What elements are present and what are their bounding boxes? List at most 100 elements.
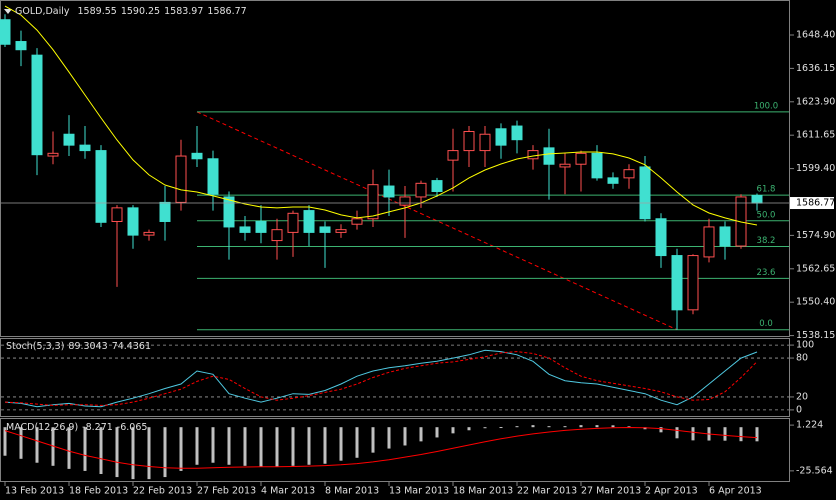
candle-body	[719, 226, 731, 247]
candle-body	[0, 19, 11, 45]
candle-body	[15, 41, 27, 51]
candle-body	[527, 150, 539, 160]
candle-body	[671, 255, 683, 311]
fibo-label: 23.6	[757, 268, 776, 278]
candle-body	[383, 185, 395, 198]
macd-bar	[579, 425, 583, 428]
current-price-label: 1586.77	[796, 198, 835, 209]
fibo-label: 50.0	[757, 210, 776, 220]
macd-bar	[531, 425, 535, 428]
macd-bar	[259, 427, 263, 467]
macd-bar	[675, 427, 679, 439]
fibo-label: 100.0	[754, 101, 778, 111]
candle-body	[479, 133, 491, 152]
macd-title: MACD(12,26,9) -8.271 -6.065	[6, 422, 147, 433]
y-tick-label: 1599.40	[796, 163, 835, 174]
fibo-label: 61.8	[757, 185, 776, 195]
macd-bar	[467, 427, 471, 431]
macd-bar	[195, 427, 199, 465]
symbol: GOLD,Daily	[15, 6, 70, 17]
candle-body	[175, 155, 187, 203]
y-tick-label: 1636.15	[796, 63, 835, 74]
y-tick-label: 1.224	[796, 420, 823, 431]
candle-body	[495, 128, 507, 146]
macd-bar	[147, 427, 151, 480]
macd-bar	[403, 427, 407, 446]
candle-body	[143, 231, 155, 236]
candle-body	[415, 182, 427, 198]
close-value: 1586.77	[207, 6, 246, 17]
candle-body	[159, 201, 171, 222]
fibo-trend	[196, 111, 678, 331]
y-tick-label: 1623.90	[796, 96, 835, 107]
current-price-box	[790, 197, 834, 210]
macd-panel-frame	[0, 418, 790, 482]
macd-bar	[35, 427, 39, 463]
candle-body	[431, 180, 443, 192]
x-tick-label: 13 Mar 2013	[389, 486, 449, 497]
macd-bar	[291, 427, 295, 466]
stoch-signal-value: 74.4361	[112, 341, 151, 352]
candle-body	[447, 150, 459, 161]
stoch-main	[4, 349, 758, 408]
macd-bar	[163, 427, 167, 478]
candle-body	[207, 158, 219, 195]
x-tick-label: 8 Mar 2013	[325, 486, 379, 497]
x-tick-label: 6 Apr 2013	[709, 486, 762, 497]
candle-body	[95, 150, 107, 223]
macd-bar	[115, 427, 119, 478]
candle-body	[623, 169, 635, 179]
candle-body	[399, 196, 411, 206]
candle-body	[703, 226, 715, 258]
candle-body	[367, 184, 379, 220]
stoch-panel-frame	[0, 338, 790, 417]
candle-body	[543, 147, 555, 165]
y-tick-label: 100	[796, 340, 814, 351]
macd-bar	[563, 426, 567, 428]
macd-bar	[435, 427, 439, 438]
macd-bar	[611, 425, 615, 428]
indicator: MACD(12,26,9)	[6, 422, 78, 433]
candle-body	[63, 133, 75, 146]
macd-bar	[99, 427, 103, 474]
y-tick-label: 1550.40	[796, 297, 835, 308]
candle-body	[319, 226, 331, 233]
menu-arrow[interactable]	[4, 9, 12, 14]
macd-bar	[371, 427, 375, 453]
high-value: 1590.25	[121, 6, 160, 17]
stoch-signal	[4, 351, 758, 406]
macd-bar	[323, 427, 327, 464]
x-tick-label: 27 Feb 2013	[197, 486, 256, 497]
x-tick-label: 4 Mar 2013	[261, 486, 315, 497]
macd-bar	[355, 427, 359, 458]
candle-body	[559, 163, 571, 168]
candle-body	[127, 207, 139, 236]
x-tick-label: 18 Mar 2013	[453, 486, 513, 497]
macd-bar	[451, 427, 455, 434]
low-value: 1583.97	[164, 6, 203, 17]
candle-body	[511, 125, 523, 141]
x-tick-label: 2 Apr 2013	[645, 486, 698, 497]
macd-bar	[67, 427, 71, 469]
x-tick-label: 22 Mar 2013	[517, 486, 577, 497]
macd-bar	[387, 427, 391, 449]
candle-body	[287, 212, 299, 233]
x-tick-label: 22 Feb 2013	[133, 486, 192, 497]
candle-body	[607, 177, 619, 184]
candle-body	[335, 229, 347, 233]
x-tick-label: 27 Mar 2013	[581, 486, 641, 497]
chart-title: GOLD,Daily 1589.55 1590.25 1583.97 1586.77	[15, 6, 247, 17]
macd-bar	[19, 427, 23, 459]
macd-bar	[755, 427, 759, 442]
y-tick-label: 1611.65	[796, 130, 835, 141]
macd-bar	[515, 426, 519, 428]
x-tick-label: 13 Feb 2013	[5, 486, 64, 497]
candle-body	[31, 54, 43, 156]
y-tick-label: -25.564	[796, 465, 833, 476]
macd-bar	[131, 427, 135, 480]
macd-bar	[179, 427, 183, 471]
candle-body	[639, 166, 651, 220]
macd-bar	[595, 425, 599, 428]
macd-bar	[659, 427, 663, 433]
